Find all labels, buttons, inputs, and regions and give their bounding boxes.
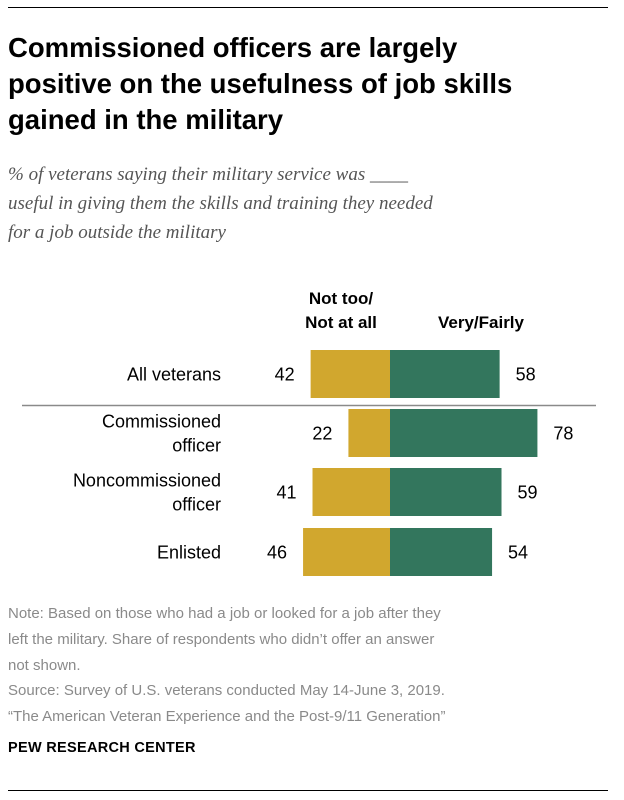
category-label: Enlisted [157,542,221,562]
bar-very-fairly [390,528,493,576]
top-rule [8,7,608,8]
bottom-rule [8,790,608,791]
data-label-not-too-not-at-all: 42 [275,364,295,384]
data-label-not-too-not-at-all: 41 [276,482,296,502]
subtitle-line: for a job outside the military [8,222,226,243]
data-label-not-too-not-at-all: 46 [267,542,287,562]
note-line: left the military. Share of respondents … [8,631,435,648]
subtitle-line: % of veterans saying their military serv… [8,164,408,185]
subtitle-line: useful in giving them the skills and tra… [8,193,433,214]
bar-very-fairly [390,350,500,398]
bar-not-too-not-at-all [312,468,390,516]
bar-very-fairly [390,468,502,516]
bar-not-too-not-at-all [303,528,390,576]
title-line: gained in the military [8,104,284,135]
bar-not-too-not-at-all [310,350,390,398]
note-line: not shown. [8,657,81,674]
chart-title: Commissioned officers are largely positi… [8,30,608,138]
legend-not-too-not-at-all: Not too/Not at all [305,289,377,332]
note-line: Note: Based on those who had a job or lo… [8,605,441,622]
diverging-bar-chart: Not too/Not at all Very/Fairly All veteran… [22,289,596,576]
chart-source: Source: Survey of U.S. veterans conducte… [8,678,608,730]
title-line: Commissioned officers are largely [8,32,458,63]
data-label-very-fairly: 78 [553,423,573,443]
source-line: Source: Survey of U.S. veterans conducte… [8,682,445,699]
chart-subtitle: % of veterans saying their military serv… [8,160,608,247]
bar-not-too-not-at-all [348,409,390,457]
data-label-not-too-not-at-all: 22 [312,423,332,443]
category-label: Noncommissioned officer [73,470,221,514]
category-label: Commissioned officer [102,411,221,455]
category-label: All veterans [127,364,221,384]
data-label-very-fairly: 54 [508,542,528,562]
bar-very-fairly [390,409,538,457]
data-label-very-fairly: 58 [516,364,536,384]
brand-label: PEW RESEARCH CENTER [8,740,196,756]
data-label-very-fairly: 59 [518,482,538,502]
chart-note: Note: Based on those who had a job or lo… [8,601,608,679]
legend-very-fairly: Very/Fairly [438,313,525,332]
title-line: positive on the usefulness of job skills [8,68,513,99]
source-line: “The American Veteran Experience and the… [8,708,446,725]
